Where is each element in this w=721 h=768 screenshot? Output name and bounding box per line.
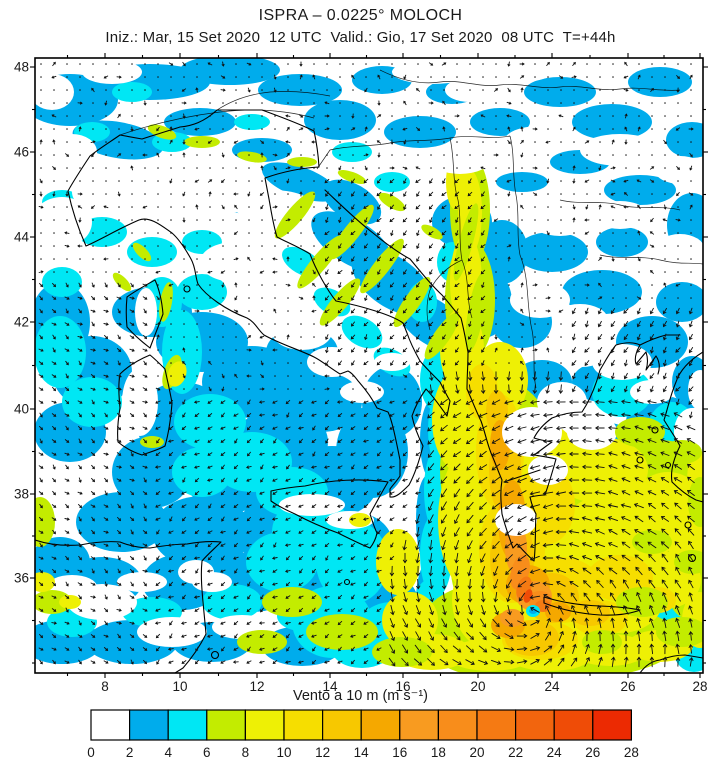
legend-color-cell <box>90 709 131 741</box>
y-axis-label: 40 <box>14 402 29 417</box>
legend-color-cell <box>322 709 362 741</box>
wind-speed-field <box>35 58 703 673</box>
legend-color-cell <box>476 709 517 741</box>
y-axis-label: 46 <box>14 145 29 160</box>
legend-tick-label: 4 <box>164 745 172 760</box>
italy-coastline <box>67 109 451 498</box>
x-axis-label: 28 <box>692 679 707 694</box>
x-axis-label: 20 <box>470 679 485 694</box>
aegean-island-4 <box>684 521 692 529</box>
calm-wind-dots <box>40 63 692 390</box>
aegean-island-1 <box>651 426 659 434</box>
y-axis-label: 36 <box>14 571 29 586</box>
coastlines-layer <box>35 109 703 673</box>
legend-color-cell <box>244 709 285 741</box>
aegean-island-2 <box>636 456 644 464</box>
x-axis-label: 24 <box>544 679 560 694</box>
corsica-coastline <box>125 279 164 349</box>
legend-color-cell <box>283 709 324 741</box>
x-axis-label: 16 <box>395 679 410 694</box>
legend-color-cell <box>167 709 208 741</box>
y-axis-label: 42 <box>14 315 29 330</box>
aegean-island-3 <box>664 461 672 469</box>
legend-labels: 0 2 4 6 8 10 12 14 16 18 20 22 24 26 28 <box>87 745 639 760</box>
y-axis-label: 48 <box>14 60 29 75</box>
x-axis-label: 12 <box>249 679 264 694</box>
legend-tick-label: 0 <box>87 745 95 760</box>
djerba-island <box>210 650 220 660</box>
gulf-of-corinth <box>503 469 541 483</box>
legend-tick-label: 10 <box>276 745 291 760</box>
legend-colorbar <box>90 709 632 741</box>
legend-tick-label: 24 <box>547 745 563 760</box>
sicily-coastline <box>270 479 389 549</box>
legend-title: Vento a 10 m (m s⁻¹) <box>293 688 428 704</box>
x-axis-label: 26 <box>620 679 635 694</box>
balkan-greece-coastline <box>324 189 681 562</box>
y-axis-labels: 48 46 44 42 40 38 36 <box>14 60 30 586</box>
chalkidiki-coastline <box>634 344 660 375</box>
legend-tick-label: 12 <box>315 745 330 760</box>
wind-arrows-layer <box>38 61 696 668</box>
legend-color-cell <box>553 709 594 741</box>
malta-island <box>343 578 351 586</box>
cyrenaica-coastline <box>639 654 703 673</box>
national-borders-layer <box>119 69 703 389</box>
legend-color-cell <box>129 709 169 741</box>
legend-color-cell <box>206 709 247 741</box>
legend-tick-label: 6 <box>203 745 211 760</box>
legend-tick-label: 28 <box>624 745 639 760</box>
legend-tick-label: 18 <box>431 745 446 760</box>
legend-tick-label: 26 <box>585 745 600 760</box>
x-axis-label: 14 <box>322 679 338 694</box>
x-axis-label: 10 <box>172 679 187 694</box>
turkey-coastline <box>663 351 703 503</box>
legend-tick-label: 8 <box>242 745 250 760</box>
chart-subtitle: Iniz.: Mar, 15 Set 2020 12 UTC Valid.: G… <box>105 29 616 46</box>
legend-tick-label: 16 <box>392 745 407 760</box>
legend-color-cell <box>592 709 632 741</box>
legend-color-cell <box>399 709 439 741</box>
legend-tick-label: 20 <box>469 745 484 760</box>
crete-coastline <box>543 596 641 616</box>
y-axis-label: 44 <box>14 230 30 245</box>
legend-tick-label: 2 <box>126 745 134 760</box>
sardinia-coastline <box>117 354 173 456</box>
legend-color-cell <box>360 709 401 741</box>
legend-color-cell <box>437 709 478 741</box>
legend-color-cell <box>514 709 555 741</box>
x-axis-label: 8 <box>101 679 109 694</box>
legend-tick-label: 22 <box>508 745 523 760</box>
y-axis-label: 38 <box>14 487 29 502</box>
x-axis-labels: 8 10 12 14 16 20 24 26 28 <box>101 679 707 694</box>
elba-island <box>183 285 191 293</box>
axis-ticks <box>30 53 708 678</box>
chart-title: ISPRA – 0.0225° MOLOCH <box>258 7 463 24</box>
legend-tick-label: 14 <box>354 745 370 760</box>
wind-vector-arrows <box>38 61 696 668</box>
north-africa-coastline <box>35 539 222 673</box>
